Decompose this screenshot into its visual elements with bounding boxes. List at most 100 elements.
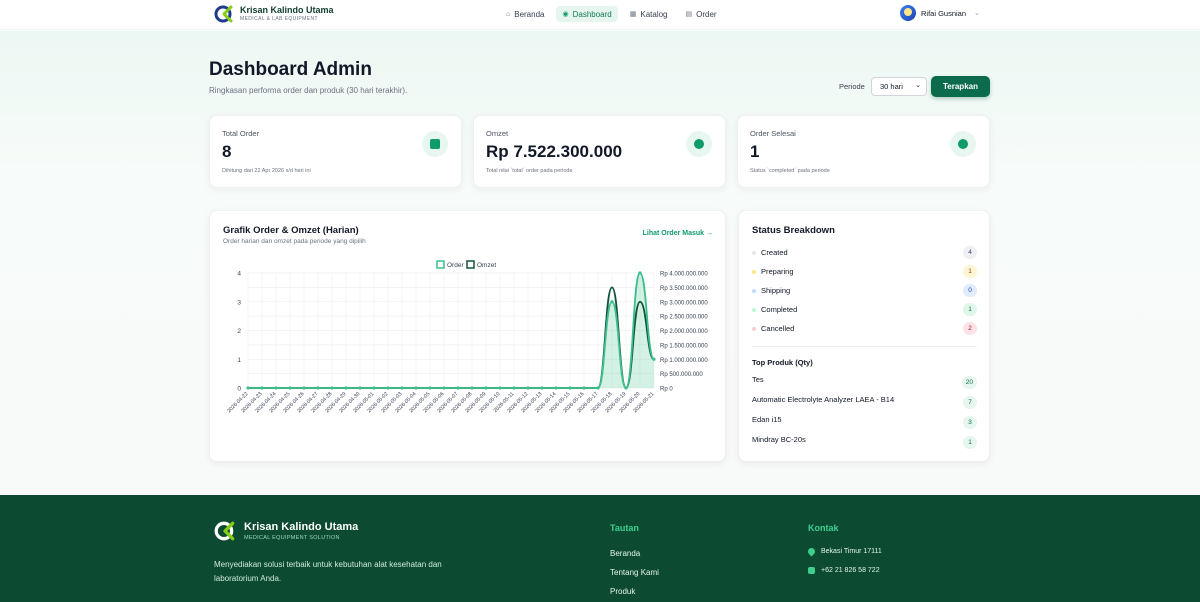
stat-value: 1 [750, 142, 760, 161]
order-point [386, 386, 390, 390]
status-count: 0 [963, 284, 977, 297]
nav-label: Beranda [514, 9, 545, 19]
footer: Krisan Kalindo Utama MEDICAL EQUIPMENT S… [0, 495, 1200, 602]
bag-icon [422, 131, 448, 157]
logo-icon [214, 5, 233, 23]
stat-value: 8 [222, 142, 232, 161]
divider [752, 346, 977, 347]
order-point [330, 386, 334, 390]
stat-card-order-selesai: Order Selesai 1 Status `completed` pada … [737, 115, 990, 188]
periode-label: Periode [839, 82, 865, 91]
status-title: Status Breakdown [752, 225, 835, 236]
nav-item-katalog[interactable]: ▦ Katalog [624, 6, 674, 22]
home-icon: ⌂ [506, 10, 511, 18]
page-subtitle: Ringkasan performa order dan produk (30 … [209, 86, 408, 95]
y-right-tick-label: Rp 3.000.000.000 [660, 300, 708, 306]
status-dot [752, 308, 756, 312]
y-right-tick-label: Rp 2.000.000.000 [660, 329, 708, 335]
order-point [442, 386, 446, 390]
nav-label: Order [696, 9, 717, 19]
nav-item-dashboard[interactable]: ◉ Dashboard [556, 6, 618, 22]
status-dot [752, 270, 756, 274]
order-point [484, 386, 488, 390]
legend-order-label: Order [447, 262, 464, 269]
order-point [288, 386, 292, 390]
omzet-line [247, 286, 655, 389]
status-count: 1 [963, 265, 977, 278]
status-label: Shipping [761, 286, 791, 295]
product-row: Tes 20 [752, 375, 977, 389]
order-point [344, 386, 348, 390]
location-icon [806, 546, 817, 557]
nav-label: Dashboard [572, 9, 612, 19]
product-row: Edan i15 3 [752, 415, 977, 429]
y-right-tick-label: Rp 1.500.000.000 [660, 343, 708, 349]
dashboard-icon: ◉ [562, 11, 569, 18]
stat-label: Order Selesai [750, 129, 796, 138]
product-qty: 1 [963, 436, 977, 449]
footer-link-tentang[interactable]: Tentang Kami [610, 568, 659, 577]
order-point [358, 386, 362, 390]
nav-label: Katalog [640, 9, 668, 19]
order-point [526, 386, 530, 390]
footer-contact-title: Kontak [808, 523, 839, 533]
status-label: Preparing [761, 267, 794, 276]
y-right-tick-label: Rp 3.500.000.000 [660, 286, 708, 292]
order-point [652, 357, 656, 361]
order-point [582, 386, 586, 390]
nav-item-order[interactable]: ▤ Order [680, 6, 723, 22]
status-row-created: Created 4 [752, 246, 977, 260]
avatar [900, 5, 916, 21]
y-left-tick-label: 3 [237, 299, 241, 306]
footer-brand-subtitle: MEDICAL EQUIPMENT SOLUTION [244, 535, 340, 541]
status-row-shipping: Shipping 0 [752, 284, 977, 298]
y-right-tick-label: Rp 4.000.000.000 [660, 272, 708, 278]
phone-icon [808, 567, 815, 574]
order-point [596, 386, 600, 390]
chevron-down-icon: ⌄ [974, 10, 980, 17]
order-point [372, 386, 376, 390]
status-row-preparing: Preparing 1 [752, 265, 977, 279]
nav-item-beranda[interactable]: ⌂ Beranda [500, 6, 550, 22]
view-orders-link[interactable]: Lihat Order Masuk → [642, 230, 713, 237]
apply-button[interactable]: Terapkan [931, 76, 990, 97]
order-point [498, 386, 502, 390]
user-name: Rifai Gusnian [921, 8, 967, 18]
periode-select[interactable]: 30 hari ⌄ [871, 77, 927, 96]
footer-link-produk[interactable]: Produk [610, 587, 636, 596]
y-right-tick-label: Rp 500.000.000 [660, 372, 703, 378]
status-dot [752, 251, 756, 255]
product-name: Automatic Electrolyte Analyzer LAEA - B1… [752, 395, 895, 404]
product-row: Mindray BC-20s 1 [752, 435, 977, 449]
order-point [274, 386, 278, 390]
chart-title: Grafik Order & Omzet (Harian) [223, 225, 359, 236]
chart-subtitle: Order harian dan omzet pada periode yang… [223, 238, 366, 245]
order-point [554, 386, 558, 390]
status-label: Completed [761, 305, 798, 314]
stat-label: Total Order [222, 129, 260, 138]
product-qty: 20 [961, 376, 977, 389]
nav-links: ⌂ Beranda ◉ Dashboard ▦ Katalog ▤ Order [500, 6, 723, 22]
y-right-tick-label: Rp 1.000.000.000 [660, 358, 708, 364]
status-count: 4 [963, 246, 977, 259]
brand-subtitle: MEDICAL & LAB EQUIPMENT [240, 16, 318, 22]
order-area [248, 273, 654, 388]
page-title: Dashboard Admin [209, 59, 372, 80]
footer-contact-phone: +62 21 826 58 722 [808, 567, 880, 574]
order-point [428, 386, 432, 390]
contact-text: +62 21 826 58 722 [821, 567, 880, 574]
stat-note: Dihitung dari 22 Apr 2026 s/d hari ini [222, 168, 311, 174]
stat-card-omzet: Omzet Rp 7.522.300.000 Total nilai `tota… [473, 115, 726, 188]
user-menu[interactable]: Rifai Gusnian ⌄ [900, 5, 980, 21]
footer-brand-name: Krisan Kalindo Utama [244, 521, 359, 533]
top-products-title: Top Produk (Qty) [752, 358, 813, 367]
status-label: Cancelled [761, 324, 795, 333]
product-name: Tes [752, 375, 764, 384]
product-name: Mindray BC-20s [752, 435, 806, 444]
product-qty: 3 [963, 416, 977, 429]
brand-logo[interactable]: Krisan Kalindo Utama MEDICAL & LAB EQUIP… [214, 4, 334, 24]
footer-link-beranda[interactable]: Beranda [610, 549, 641, 558]
check-circle-icon [950, 131, 976, 157]
order-point [470, 386, 474, 390]
status-count: 2 [963, 322, 977, 335]
